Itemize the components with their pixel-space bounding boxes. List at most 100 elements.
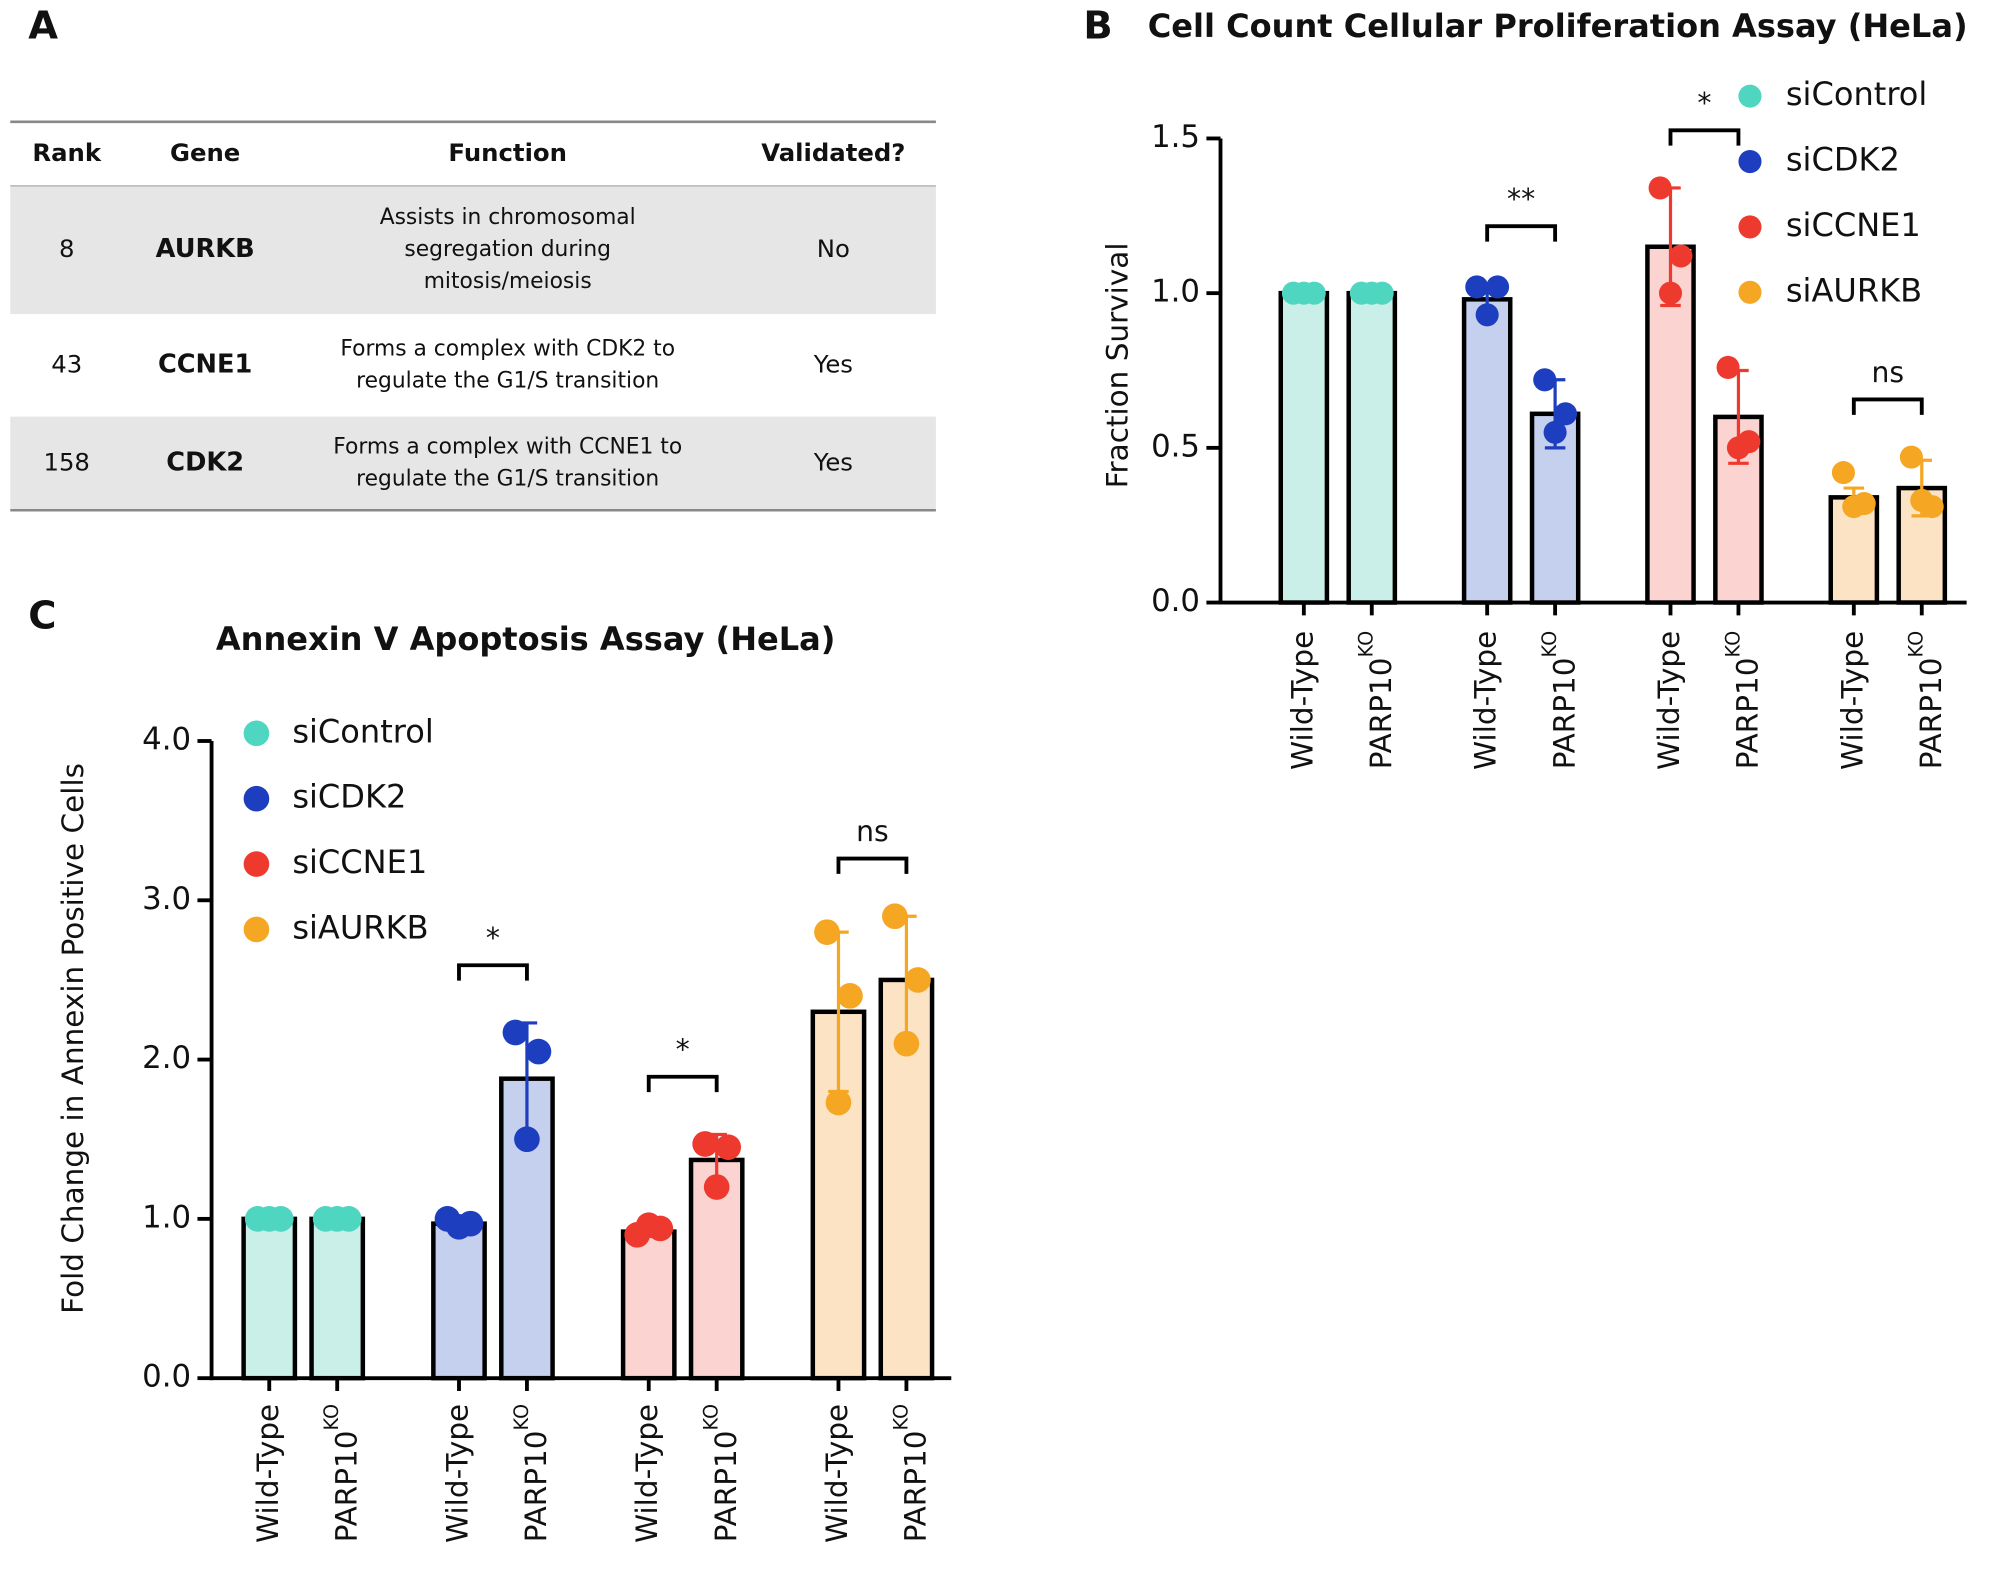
function-cell: regulate the G1/S transition bbox=[356, 466, 659, 491]
table-header: Gene bbox=[170, 138, 240, 167]
significance-label: ns bbox=[1872, 356, 1905, 389]
category-text: PARP10 bbox=[519, 1430, 553, 1542]
bar bbox=[1828, 495, 1880, 605]
significance-label: ** bbox=[1507, 183, 1535, 216]
y-tick-label: 0.0 bbox=[1151, 583, 1200, 619]
data-point bbox=[1465, 275, 1489, 299]
data-point bbox=[1370, 281, 1394, 305]
significance-label: ns bbox=[856, 815, 889, 848]
rank-cell: 8 bbox=[59, 234, 75, 263]
data-point bbox=[502, 1019, 529, 1046]
category-superscript: KO bbox=[1537, 631, 1560, 658]
data-point bbox=[1737, 430, 1761, 454]
data-point bbox=[1553, 402, 1578, 426]
data-point bbox=[692, 1131, 718, 1157]
data-point bbox=[1899, 445, 1923, 469]
data-point bbox=[1302, 281, 1326, 305]
table-header: Validated? bbox=[761, 138, 905, 167]
data-point bbox=[1543, 420, 1567, 444]
legend-label: siAURKB bbox=[1786, 271, 1922, 309]
legend-marker bbox=[1738, 280, 1762, 304]
row-background bbox=[10, 185, 936, 315]
significance-bracket bbox=[1851, 397, 1924, 415]
bar bbox=[620, 1229, 677, 1381]
y-tick-label: 4.0 bbox=[142, 722, 191, 758]
x-tick-label: PARP10KO bbox=[509, 1404, 552, 1542]
bar bbox=[241, 1216, 298, 1381]
legend-label: siCCNE1 bbox=[292, 843, 427, 881]
legend-label: siControl bbox=[292, 712, 433, 750]
panel-label: A bbox=[28, 4, 58, 49]
significance-bracket bbox=[457, 963, 529, 981]
data-point bbox=[1852, 492, 1876, 516]
x-tick-label: Wild-Type bbox=[1835, 631, 1869, 770]
category-text: PARP10 bbox=[329, 1430, 363, 1542]
x-tick-label: PARP10KO bbox=[320, 1404, 363, 1542]
x-tick-label: PARP10KO bbox=[889, 1404, 932, 1542]
category-superscript: KO bbox=[1904, 631, 1927, 658]
significance-label: * bbox=[676, 1033, 690, 1066]
y-tick-label: 1.0 bbox=[142, 1199, 191, 1235]
data-point bbox=[1716, 355, 1740, 379]
data-point bbox=[703, 1174, 730, 1200]
category-text: PARP10 bbox=[1547, 657, 1581, 769]
data-point bbox=[893, 1030, 920, 1057]
validated-cell: Yes bbox=[813, 447, 853, 476]
category-text: PARP10 bbox=[708, 1430, 742, 1542]
panel-label: B bbox=[1083, 4, 1112, 49]
chart-title: Annexin V Apoptosis Assay (HeLa) bbox=[216, 620, 836, 658]
data-point bbox=[647, 1215, 674, 1242]
chart-title: Cell Count Cellular Proliferation Assay … bbox=[1148, 7, 1968, 45]
y-tick-label: 0.5 bbox=[1151, 428, 1200, 464]
rank-cell: 43 bbox=[51, 349, 82, 378]
category-superscript: KO bbox=[509, 1404, 532, 1431]
data-point bbox=[1669, 244, 1693, 268]
bar bbox=[431, 1221, 487, 1381]
function-cell: regulate the G1/S transition bbox=[356, 368, 659, 393]
legend-label: siCDK2 bbox=[292, 778, 406, 816]
legend-label: siAURKB bbox=[292, 908, 428, 946]
legend-marker bbox=[243, 916, 270, 943]
data-point bbox=[882, 903, 908, 930]
significance-bracket bbox=[1485, 224, 1558, 242]
category-text: PARP10 bbox=[1364, 657, 1398, 769]
legend-marker bbox=[243, 720, 270, 747]
data-point bbox=[1920, 495, 1944, 519]
data-point bbox=[514, 1126, 540, 1153]
x-tick-label: Wild-Type bbox=[630, 1404, 664, 1543]
category-superscript: KO bbox=[1354, 631, 1377, 658]
data-point bbox=[1831, 461, 1855, 485]
data-point bbox=[905, 967, 931, 993]
data-point bbox=[267, 1206, 294, 1232]
x-tick-label: Wild-Type bbox=[1469, 631, 1503, 770]
x-tick-label: PARP10KO bbox=[1721, 631, 1764, 769]
x-tick-label: Wild-Type bbox=[1285, 631, 1319, 770]
legend-marker bbox=[1738, 84, 1762, 108]
bar bbox=[1346, 290, 1398, 605]
legend-marker bbox=[1738, 149, 1762, 174]
gene-cell: CCNE1 bbox=[158, 349, 252, 379]
y-tick-label: 0.0 bbox=[142, 1359, 191, 1395]
data-point bbox=[814, 919, 840, 945]
function-cell: mitosis/meiosis bbox=[424, 269, 592, 294]
function-cell: Forms a complex with CCNE1 to bbox=[333, 434, 682, 459]
rank-cell: 158 bbox=[43, 447, 89, 476]
significance-label: * bbox=[1697, 87, 1711, 120]
x-tick-label: PARP10KO bbox=[699, 1404, 742, 1542]
data-point bbox=[825, 1089, 852, 1116]
category-superscript: KO bbox=[320, 1404, 343, 1431]
data-point bbox=[1658, 281, 1683, 305]
legend-label: siCDK2 bbox=[1786, 141, 1900, 179]
row-background bbox=[10, 416, 936, 511]
y-axis-label: Fraction Survival bbox=[1101, 242, 1135, 488]
data-point bbox=[335, 1206, 362, 1232]
validated-cell: No bbox=[817, 234, 850, 263]
y-tick-label: 1.0 bbox=[1151, 274, 1200, 310]
x-tick-label: PARP10KO bbox=[1904, 631, 1947, 769]
gene-cell: AURKB bbox=[156, 234, 255, 264]
x-tick-label: Wild-Type bbox=[820, 1404, 854, 1543]
significance-bracket bbox=[1668, 128, 1741, 146]
category-text: PARP10 bbox=[1730, 657, 1764, 769]
